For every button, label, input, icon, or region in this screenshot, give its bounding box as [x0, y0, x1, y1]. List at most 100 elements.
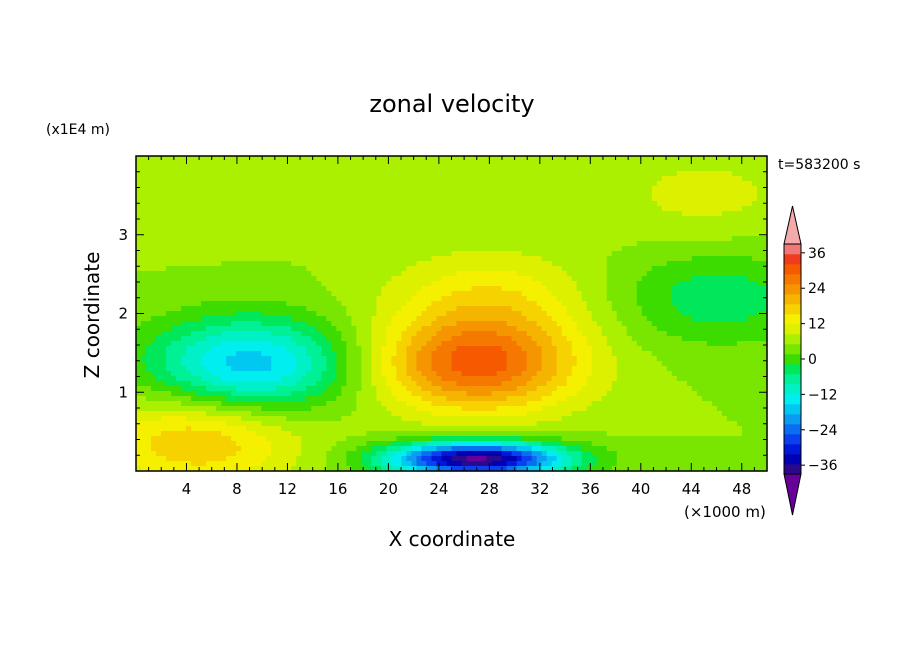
- field-cell: [676, 311, 683, 317]
- field-cell: [556, 301, 563, 307]
- field-cell: [261, 296, 267, 302]
- field-cell: [171, 351, 177, 357]
- field-cell: [366, 161, 372, 167]
- field-cell: [586, 296, 593, 302]
- field-cell: [431, 336, 438, 342]
- field-cell: [246, 241, 252, 247]
- field-cell: [691, 216, 698, 222]
- field-cell: [546, 296, 553, 302]
- field-cell: [461, 351, 468, 357]
- field-cell: [721, 336, 728, 342]
- field-cell: [521, 241, 528, 247]
- field-cell: [581, 201, 588, 207]
- field-cell: [466, 166, 473, 172]
- field-cell: [741, 221, 748, 227]
- field-cell: [406, 341, 413, 347]
- field-cell: [376, 156, 382, 162]
- field-cell: [141, 296, 147, 302]
- field-cell: [411, 186, 418, 192]
- field-cell: [156, 226, 162, 232]
- field-cell: [186, 211, 192, 217]
- field-cell: [301, 161, 307, 167]
- field-cell: [441, 191, 448, 197]
- field-cell: [231, 306, 237, 312]
- field-cell: [711, 226, 718, 232]
- field-cell: [226, 296, 232, 302]
- field-cell: [141, 191, 147, 197]
- field-cell: [276, 326, 282, 332]
- field-cell: [266, 236, 272, 242]
- field-cell: [346, 351, 352, 357]
- field-cell: [181, 216, 187, 222]
- field-cell: [236, 171, 242, 177]
- field-cell: [711, 231, 718, 237]
- field-cell: [541, 251, 548, 257]
- field-cell: [166, 306, 172, 312]
- field-cell: [306, 211, 312, 217]
- field-cell: [646, 336, 653, 342]
- field-cell: [471, 186, 478, 192]
- field-cell: [691, 291, 698, 297]
- field-cell: [631, 346, 638, 352]
- field-cell: [186, 316, 192, 322]
- field-cell: [146, 216, 152, 222]
- field-cell: [601, 221, 608, 227]
- field-cell: [666, 216, 673, 222]
- field-cell: [191, 266, 197, 272]
- field-cell: [761, 176, 768, 182]
- field-cell: [411, 321, 418, 327]
- field-cell: [151, 186, 157, 192]
- field-cell: [281, 191, 287, 197]
- field-cell: [541, 316, 548, 322]
- field-cell: [176, 236, 182, 242]
- field-cell: [611, 181, 618, 187]
- field-cell: [191, 321, 197, 327]
- field-cell: [581, 246, 588, 252]
- field-cell: [361, 286, 367, 292]
- field-cell: [311, 281, 317, 287]
- field-cell: [761, 161, 768, 167]
- field-cell: [246, 191, 252, 197]
- field-cell: [566, 201, 573, 207]
- field-cell: [746, 271, 753, 277]
- field-cell: [471, 221, 478, 227]
- field-cell: [366, 296, 372, 302]
- field-cell: [266, 281, 272, 287]
- field-cell: [386, 176, 393, 182]
- field-cell: [661, 311, 668, 317]
- field-cell: [496, 246, 503, 252]
- field-cell: [671, 296, 678, 302]
- field-cell: [256, 186, 262, 192]
- field-cell: [476, 241, 483, 247]
- field-cell: [351, 341, 357, 347]
- field-cell: [461, 236, 468, 242]
- field-cell: [306, 306, 312, 312]
- field-cell: [671, 236, 678, 242]
- field-cell: [346, 311, 352, 317]
- field-cell: [341, 206, 347, 212]
- field-cell: [176, 196, 182, 202]
- field-cell: [221, 216, 227, 222]
- field-cell: [251, 196, 257, 202]
- field-cell: [396, 171, 403, 177]
- field-cell: [201, 311, 207, 317]
- field-cell: [206, 216, 212, 222]
- field-cell: [691, 156, 698, 162]
- field-cell: [256, 256, 262, 262]
- field-cell: [406, 241, 413, 247]
- field-cell: [331, 321, 337, 327]
- field-cell: [206, 191, 212, 197]
- field-cell: [456, 296, 463, 302]
- field-cell: [426, 256, 433, 262]
- field-cell: [316, 176, 322, 182]
- field-cell: [696, 331, 703, 337]
- field-cell: [166, 166, 172, 172]
- field-cell: [446, 266, 453, 272]
- field-cell: [261, 221, 267, 227]
- field-cell: [571, 231, 578, 237]
- field-cell: [636, 271, 643, 277]
- field-cell: [381, 266, 387, 272]
- field-cell: [391, 236, 398, 242]
- field-cell: [711, 236, 718, 242]
- field-cell: [641, 266, 648, 272]
